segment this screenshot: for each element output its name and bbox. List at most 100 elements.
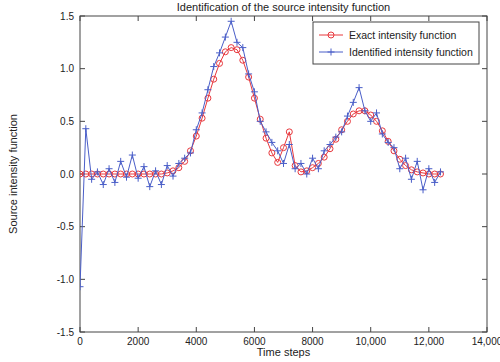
legend-marker [328,32,334,38]
x-tick [428,327,429,332]
point [170,173,177,180]
point [420,170,426,176]
point [263,128,270,135]
y-tick-label: -1.5 [57,327,75,338]
point [88,176,95,183]
point [286,129,292,135]
point [280,160,287,167]
point [216,49,223,56]
x-tick [138,327,139,332]
point [117,158,124,165]
point [332,134,339,141]
point [234,47,240,53]
point [181,155,188,162]
point [140,163,147,170]
point [100,171,106,177]
point [390,144,397,151]
point [222,49,228,55]
y-tick-label: 1.5 [60,11,74,22]
legend-marker [328,49,335,56]
point [385,139,392,146]
point [379,130,386,137]
point [118,171,124,177]
point [204,86,211,93]
x-axis-label: Time steps [257,346,311,358]
x-tick [80,327,81,332]
point [199,109,206,116]
point [432,171,438,177]
point [286,141,293,148]
point [396,165,403,172]
point [268,139,275,146]
x-tick [312,327,313,332]
x-tick-label: 4000 [185,336,208,347]
x-tick-top [370,16,371,21]
point [275,159,281,165]
point [211,76,217,82]
point [274,147,281,154]
legend-box [313,22,479,64]
point [315,165,322,172]
point [245,70,252,77]
point [356,108,362,114]
x-tick-top [428,16,429,21]
y-tick-label: 1.0 [60,63,74,74]
point [338,128,345,135]
y-tick-right [482,121,487,122]
y-tick-right [482,332,487,333]
point [239,44,246,51]
point [251,88,258,95]
series-line [80,48,440,174]
point [402,155,409,162]
point [344,113,351,120]
legend-label: Exact intensity function [349,29,457,41]
point [158,181,165,188]
x-tick-label: 10,000 [355,336,386,347]
point [147,171,153,177]
point [217,60,223,66]
x-tick [254,327,255,332]
y-axis-label: Source intensity function [7,114,19,234]
point [431,179,438,186]
legend-label: Identified intensity function [349,46,473,58]
y-tick-label: -1.0 [57,274,75,285]
x-tick-label: 12,000 [414,336,445,347]
title: Identification of the source intensity f… [177,1,390,13]
point [321,147,328,154]
y-tick-right [482,226,487,227]
point [100,181,107,188]
point [94,168,101,175]
point [373,109,380,116]
point [152,167,159,174]
point [269,150,275,156]
point [228,45,234,51]
point [309,155,316,162]
x-tick [487,327,488,332]
point [111,179,118,186]
point [82,125,89,132]
point [129,152,136,159]
point [80,283,84,290]
point [425,165,432,172]
point [257,118,264,125]
point [350,111,356,117]
x-tick-top [487,16,488,21]
point [310,165,316,171]
point [362,108,368,114]
point [210,63,217,70]
point [356,84,363,91]
chart: Identification of the source intensity f… [0,0,500,362]
point [164,162,171,169]
point [123,174,130,181]
x-tick-top [196,16,197,21]
point [106,165,113,172]
y-tick-label: -0.5 [57,221,75,232]
x-tick-label: 14,000 [472,336,500,347]
y-tick [80,121,85,122]
point [298,169,304,175]
legend: Exact intensity function Identified inten… [313,22,479,64]
x-tick [196,327,197,332]
y-tick-right [482,279,487,280]
point [228,18,235,25]
point [233,39,240,46]
